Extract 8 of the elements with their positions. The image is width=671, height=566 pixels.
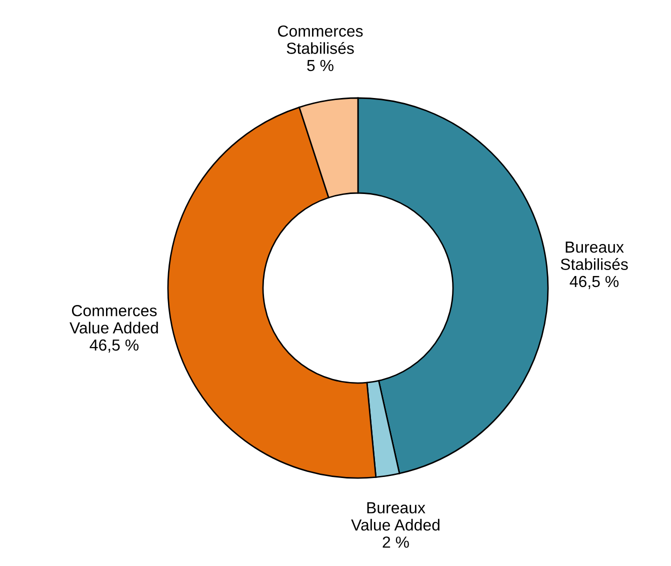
data-label: 5 % [307, 60, 334, 72]
data-label: 46,5 % [90, 339, 139, 353]
data-label: 46,5 % [570, 276, 619, 290]
slice-label: Bureaux Stabilisés [560, 242, 628, 270]
slice-label: Commerces Value Added [70, 305, 158, 334]
slice-label: Commerces Stabilisés [278, 25, 363, 54]
data-label: 2 % [382, 536, 409, 548]
slice-label: Bureaux Value Added [351, 502, 440, 531]
